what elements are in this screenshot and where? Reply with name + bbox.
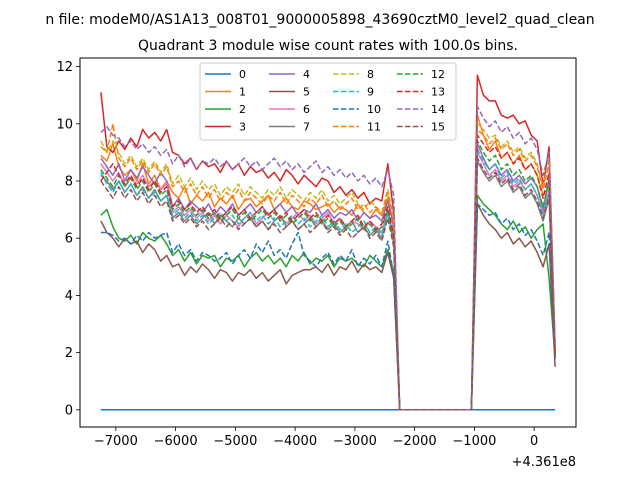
- legend-label: 1: [239, 86, 246, 99]
- legend-label: 7: [303, 121, 310, 134]
- plot-area: [100, 74, 556, 411]
- series-line-8: [100, 123, 556, 411]
- y-tick-label: 4: [65, 289, 73, 304]
- legend-entry-8: 8: [333, 68, 374, 81]
- legend-entry-5: 5: [269, 86, 310, 99]
- x-axis: −7000 −6000 −5000 −4000 −3000 −2000 −1000 0: [94, 427, 538, 449]
- legend-entry-14: 14: [397, 103, 445, 116]
- series-line-15: [100, 157, 556, 411]
- legend-label: 8: [367, 68, 374, 81]
- y-tick-label: 6: [65, 232, 73, 247]
- x-tick-label: −5000: [213, 434, 257, 449]
- x-tick-label: −2000: [393, 434, 437, 449]
- x-tick-label: 0: [530, 434, 538, 449]
- x-tick-label: −6000: [154, 434, 198, 449]
- legend-entry-9: 9: [333, 86, 374, 99]
- x-tick-label: −4000: [273, 434, 317, 449]
- x-tick-label: −7000: [94, 434, 138, 449]
- legend-entry-12: 12: [397, 68, 445, 81]
- series-line-9: [100, 148, 556, 411]
- legend-entry-10: 10: [333, 103, 381, 116]
- x-offset-text: +4.361e8: [512, 455, 576, 470]
- series-line-2: [100, 194, 556, 411]
- legend-box: [199, 62, 457, 141]
- legend-label: 9: [367, 86, 374, 99]
- legend-entry-13: 13: [397, 86, 445, 99]
- y-tick-label: 10: [56, 117, 73, 132]
- legend-entry-15: 15: [397, 121, 445, 134]
- legend-entry-11: 11: [333, 121, 381, 134]
- y-tick-label: 2: [65, 346, 73, 361]
- series-line-11: [100, 123, 556, 411]
- legend-label: 4: [303, 68, 310, 81]
- legend-entry-2: 2: [205, 103, 246, 116]
- axes-frame: [79, 57, 577, 428]
- legend-label: 15: [431, 121, 445, 134]
- series-line-4: [100, 143, 556, 411]
- legend-label: 13: [431, 86, 445, 99]
- legend-entry-3: 3: [205, 121, 246, 134]
- figure-suptitle: n file: modeM0/AS1A13_008T01_9000005898_…: [45, 12, 594, 28]
- legend-label: 0: [239, 68, 246, 81]
- x-tick-label: −3000: [333, 434, 377, 449]
- series-line-3: [100, 74, 556, 411]
- legend-entry-7: 7: [269, 121, 310, 134]
- series-line-13: [100, 134, 556, 411]
- legend-entry-0: 0: [205, 68, 246, 81]
- legend-entry-1: 1: [205, 86, 246, 99]
- chart-title: Quadrant 3 module wise count rates with …: [138, 38, 518, 54]
- legend-label: 2: [239, 103, 246, 116]
- series-line-1: [100, 114, 556, 411]
- legend-label: 3: [239, 121, 246, 134]
- legend-label: 11: [367, 121, 381, 134]
- legend-entry-6: 6: [269, 103, 310, 116]
- series-line-14: [100, 105, 556, 411]
- legend-label: 14: [431, 103, 445, 116]
- x-tick-label: −1000: [452, 434, 496, 449]
- series-line-7: [100, 160, 556, 411]
- legend-label: 6: [303, 103, 310, 116]
- y-tick-label: 12: [56, 60, 73, 75]
- y-tick-label: 0: [65, 403, 73, 418]
- y-tick-label: 8: [65, 175, 73, 190]
- y-axis: 0 2 4 6 8 10 12: [56, 60, 80, 418]
- legend-entry-4: 4: [269, 68, 310, 81]
- legend-label: 12: [431, 68, 445, 81]
- series-line-12: [100, 140, 556, 411]
- series-line-6: [100, 151, 556, 411]
- series-line-5: [100, 203, 556, 411]
- legend-label: 10: [367, 103, 381, 116]
- series-line-10: [100, 203, 556, 411]
- legend-label: 5: [303, 86, 310, 99]
